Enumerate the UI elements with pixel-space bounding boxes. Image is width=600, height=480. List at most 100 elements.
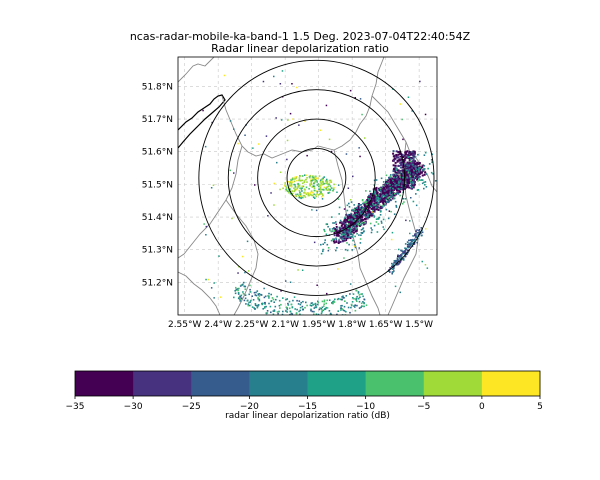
colorbar: −35 −30 −25 −20 −15 −10 −5 0 5 radar linear depo…: [66, 370, 543, 421]
radar-gate: [388, 193, 391, 195]
radar-gate: [301, 190, 303, 192]
radar-gate: [315, 179, 318, 182]
radar-gate: [411, 173, 414, 175]
radar-gate: [251, 295, 253, 297]
radar-gate: [317, 317, 319, 319]
radar-gate: [405, 219, 407, 222]
radar-gate: [286, 189, 288, 192]
radar-gate: [398, 182, 401, 185]
radar-gate: [413, 169, 415, 172]
radar-gate: [358, 234, 360, 236]
radar-gate: [294, 186, 297, 188]
radar-gate: [309, 192, 311, 195]
radar-gate: [395, 150, 398, 153]
radar-gate: [392, 268, 394, 270]
radar-gate: [410, 242, 413, 244]
radar-gate: [423, 181, 425, 184]
radar-gate: [256, 290, 259, 292]
radar-gate: [347, 227, 350, 230]
radar-gate: [416, 241, 418, 244]
radar-gate: [409, 220, 411, 222]
radar-gate: [288, 185, 291, 187]
radar-gate: [351, 218, 353, 220]
radar-gate: [326, 292, 328, 295]
radar-gate: [294, 184, 296, 186]
radar-gate: [368, 212, 371, 215]
radar-gate: [380, 186, 383, 189]
radar-gate: [339, 221, 342, 224]
radar-gate: [345, 219, 348, 221]
radar-gate: [280, 303, 282, 306]
radar-gate: [353, 220, 355, 222]
radar-gate: [374, 191, 377, 194]
radar-gate: [312, 185, 314, 188]
radar-gate: [336, 247, 338, 249]
radar-gate: [412, 156, 415, 159]
radar-gate: [412, 167, 415, 170]
radar-gate: [346, 234, 349, 237]
radar-gate: [319, 307, 321, 309]
radar-gate: [350, 212, 352, 215]
radar-gate: [303, 192, 305, 194]
radar-gate: [347, 225, 350, 227]
radar-gate: [397, 185, 400, 188]
radar-gate: [388, 199, 391, 201]
radar-gate: [385, 182, 388, 185]
radar-gate: [301, 269, 304, 271]
radar-gate: [398, 151, 401, 154]
radar-gate: [326, 186, 328, 188]
radar-gate: [400, 187, 403, 190]
radar-gate: [304, 178, 307, 181]
radar-gate: [412, 235, 414, 237]
radar-gate: [389, 267, 391, 269]
radar-gate: [423, 165, 426, 167]
radar-gate: [288, 316, 290, 318]
radar-gate: [316, 303, 319, 306]
radar-gate: [354, 230, 357, 233]
radar-gate: [322, 250, 324, 253]
radar-gate: [358, 215, 360, 218]
radar-gate: [311, 209, 313, 211]
radar-gate: [320, 243, 322, 246]
radar-gate: [316, 193, 319, 195]
radar-gate: [202, 109, 204, 112]
radar-gate: [392, 168, 395, 171]
radar-gate: [395, 173, 398, 176]
radar-gate: [372, 205, 375, 208]
radar-gate: [409, 179, 412, 182]
radar-gate: [420, 227, 423, 229]
radar-gate: [357, 224, 360, 226]
radar-gate: [408, 178, 411, 181]
radar-gate: [359, 242, 362, 244]
radar-gate: [298, 310, 300, 313]
radar-gate: [313, 197, 316, 199]
radar-gate: [355, 289, 358, 292]
radar-gate: [430, 171, 433, 174]
radar-gate: [321, 309, 323, 311]
radar-gate: [356, 304, 358, 307]
radar-gate: [285, 280, 287, 282]
radar-gate: [240, 294, 243, 297]
radar-gate: [333, 183, 335, 186]
radar-gate: [344, 223, 347, 225]
radar-gate: [331, 302, 333, 304]
radar-gate: [284, 182, 286, 184]
radar-gate: [302, 185, 304, 188]
radar-gate: [389, 186, 392, 189]
radar-gate: [296, 308, 298, 311]
radar-gate: [392, 190, 394, 193]
radar-gate: [255, 291, 257, 294]
radar-gate: [336, 228, 338, 230]
radar-gate: [318, 175, 321, 177]
radar-gate: [371, 200, 374, 203]
colorbar-tick-label: −20: [240, 402, 259, 412]
radar-gate: [412, 178, 415, 180]
radar-gate: [375, 187, 378, 190]
radar-gate: [372, 203, 374, 205]
radar-gate: [387, 182, 389, 185]
radar-gate: [375, 201, 378, 204]
radar-gate: [355, 208, 358, 211]
radar-gate: [340, 224, 343, 227]
radar-gate: [204, 145, 207, 148]
longitude-tick-labels: 2.55°W 2.4°W 2.25°W 2.1°W 1.95°W 1.8°W 1.65°W 1…: [168, 320, 433, 330]
